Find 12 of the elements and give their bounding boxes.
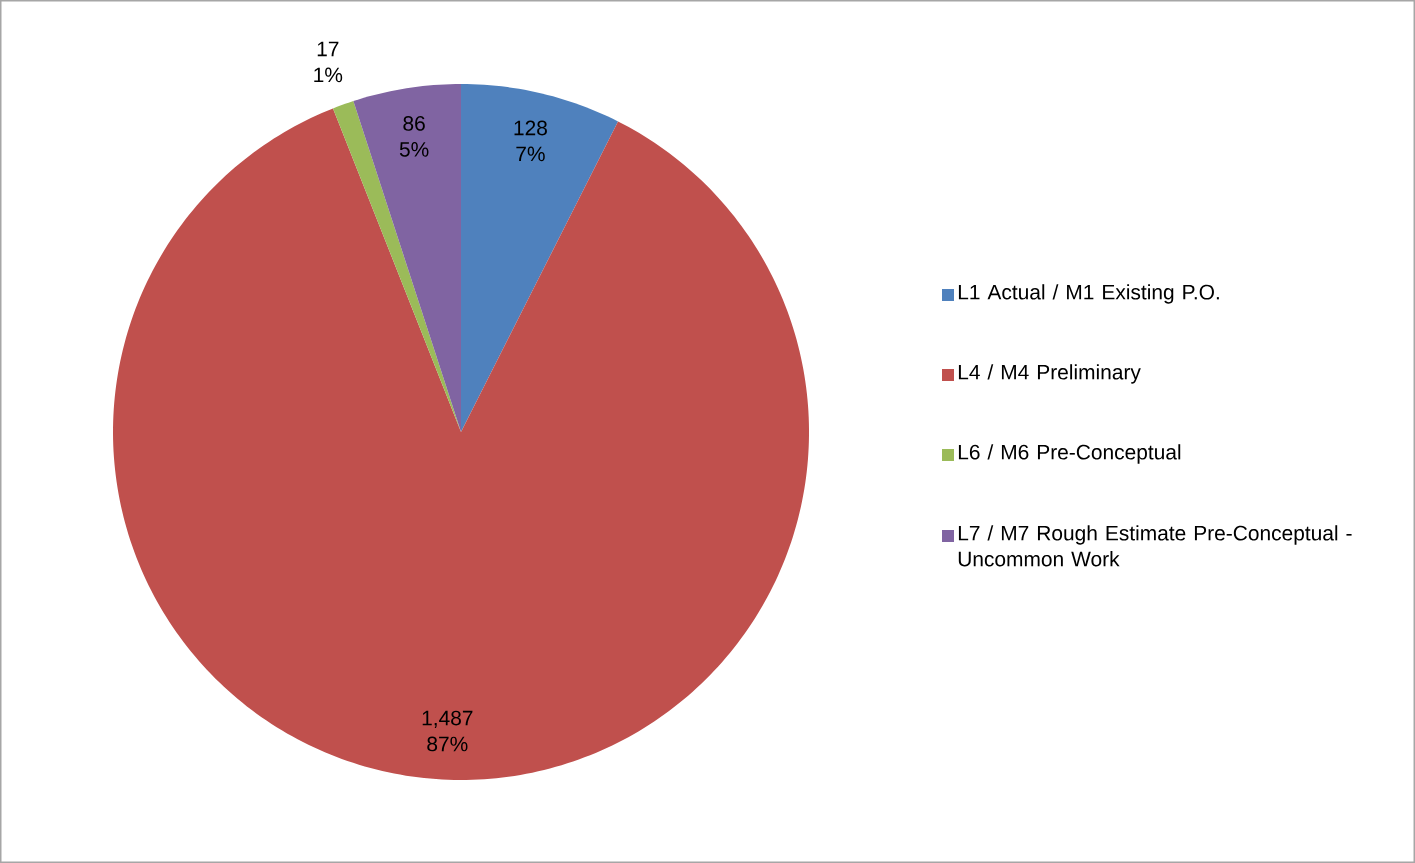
legend-label: L1 Actual / M1 Existing P.O.	[958, 284, 1219, 304]
text: 87%	[427, 736, 468, 752]
text: 7%	[516, 146, 545, 162]
data-label: 1,487	[422, 710, 473, 728]
data-label: 86	[403, 116, 425, 131]
legend-label: L4 / M4 Preliminary	[958, 364, 1141, 384]
data-label: 128	[514, 120, 547, 136]
legend-label: L6 / M6 Pre-Conceptual	[958, 444, 1181, 464]
legend-label: L7 / M7 Rough Estimate Pre-Conceptual - Uncommon Work	[958, 525, 1352, 567]
text: 1%	[314, 67, 343, 83]
text: 5%	[399, 142, 429, 157]
data-label: 17	[317, 41, 339, 57]
